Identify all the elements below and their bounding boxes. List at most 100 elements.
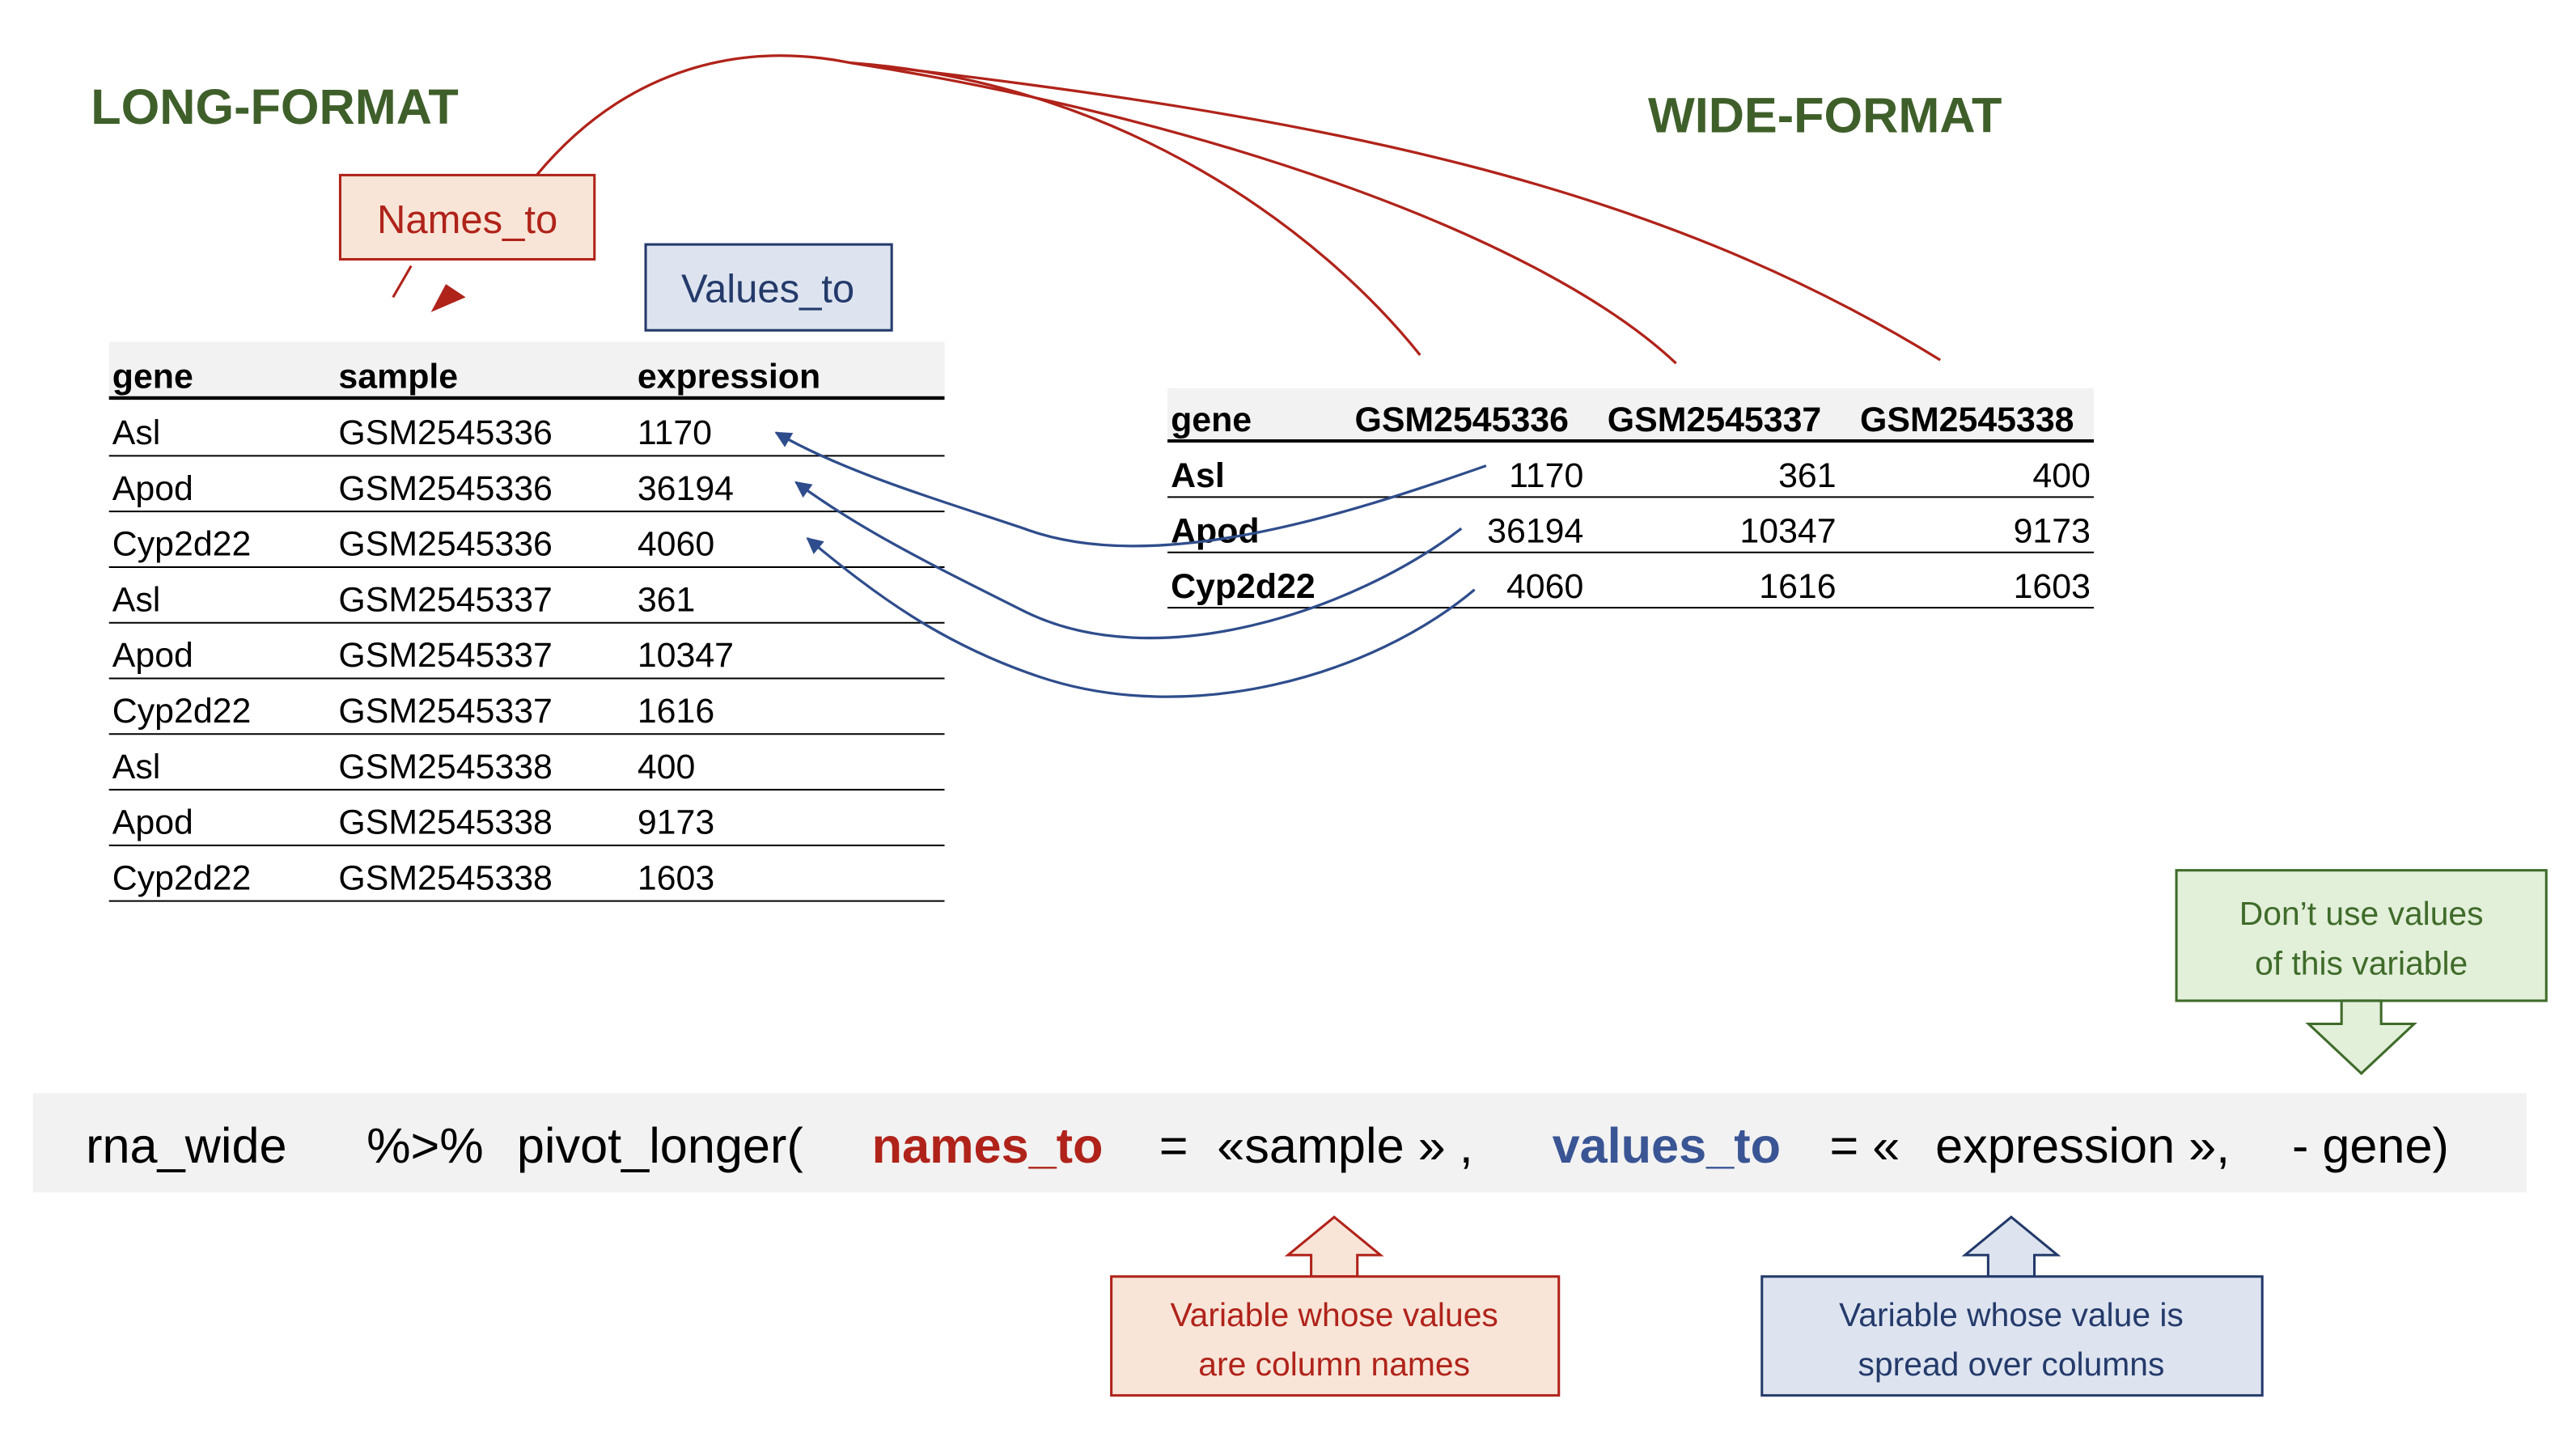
code-minus-gene: - gene) bbox=[2292, 1118, 2449, 1173]
long-cell: 10347 bbox=[638, 636, 734, 675]
long-cell: GSM2545337 bbox=[338, 580, 552, 619]
long-cell: 9173 bbox=[638, 803, 714, 842]
wide-value-cell: 4060 bbox=[1506, 567, 1583, 606]
long-header-expression: expression bbox=[638, 358, 820, 396]
blue-callout-line-1: Variable whose value is bbox=[1839, 1296, 2184, 1333]
wide-value-cell: 1170 bbox=[1509, 456, 1583, 495]
code-expression: expression », bbox=[1935, 1118, 2230, 1173]
long-cell: Apod bbox=[112, 803, 193, 842]
names-to-box bbox=[338, 173, 596, 261]
long-table-row: Apod GSM2545336 36194 bbox=[108, 469, 945, 513]
wide-gene-cell: Cyp2d22 bbox=[1171, 567, 1316, 606]
long-cell: GSM2545336 bbox=[338, 413, 552, 452]
long-table-row: Asl GSM2545337 361 bbox=[108, 580, 945, 624]
green-callout-line-2: of this variable bbox=[2255, 944, 2468, 981]
red-callout: Variable whose values are column names bbox=[1110, 1215, 1561, 1397]
wide-table-header-bg bbox=[1167, 388, 2095, 442]
values-curves bbox=[774, 431, 1487, 698]
wide-value-cell: 9173 bbox=[2014, 512, 2091, 551]
green-callout-line-1: Don’t use values bbox=[2239, 895, 2484, 932]
long-table-row: Cyp2d22 GSM2545338 1603 bbox=[108, 858, 945, 902]
curve-col-3 bbox=[849, 61, 1942, 362]
long-format-title: LONG-FORMAT bbox=[91, 79, 459, 134]
up-arrow-icon bbox=[1961, 1215, 2061, 1278]
long-cell: GSM2545338 bbox=[338, 803, 552, 842]
long-table: gene sample expression Asl GSM2545336 1170… bbox=[108, 341, 945, 902]
down-arrow-icon bbox=[2305, 999, 2417, 1075]
names-to-label: Names_to bbox=[377, 198, 557, 242]
wide-header-col-1: GSM2545336 bbox=[1354, 400, 1568, 439]
code-equals-2: = « bbox=[1829, 1118, 1900, 1173]
long-table-row: Asl GSM2545336 1170 bbox=[108, 413, 945, 457]
long-header-sample: sample bbox=[338, 358, 458, 396]
long-table-row: Cyp2d22 GSM2545337 1616 bbox=[108, 692, 945, 735]
wide-value-cell: 361 bbox=[1778, 456, 1837, 495]
long-cell: GSM2545338 bbox=[338, 748, 552, 786]
wide-value-cell: 1616 bbox=[1759, 567, 1836, 606]
curve-col-1 bbox=[850, 61, 1421, 356]
code-names-to: names_to bbox=[872, 1118, 1104, 1173]
long-cell: Cyp2d22 bbox=[112, 692, 252, 731]
long-cell: Asl bbox=[112, 580, 161, 619]
up-arrow-icon bbox=[1284, 1215, 1384, 1278]
long-table-row: Cyp2d22 GSM2545336 4060 bbox=[108, 525, 945, 568]
long-cell: Apod bbox=[112, 469, 193, 508]
wide-table-row: Asl 1170 361 400 bbox=[1167, 456, 2095, 498]
long-table-row: Apod GSM2545337 10347 bbox=[108, 636, 945, 680]
wide-table-row: Cyp2d22 4060 1616 1603 bbox=[1167, 567, 2095, 609]
long-cell: GSM2545336 bbox=[338, 469, 552, 508]
long-header-gene: gene bbox=[112, 358, 193, 396]
blue-callout: Variable whose value is spread over colu… bbox=[1760, 1215, 2264, 1397]
long-cell: Cyp2d22 bbox=[112, 858, 252, 897]
long-cell: 361 bbox=[638, 580, 696, 619]
code-pivot-longer: pivot_longer( bbox=[517, 1118, 804, 1173]
long-cell: 1616 bbox=[638, 692, 714, 731]
long-cell: 36194 bbox=[638, 469, 734, 508]
curve-value-2 bbox=[794, 481, 1463, 640]
long-cell: GSM2545337 bbox=[338, 692, 552, 731]
wide-gene-cell: Asl bbox=[1171, 456, 1225, 495]
values-to-label: Values_to bbox=[681, 268, 854, 311]
names-arrow-shaft bbox=[392, 265, 413, 299]
code-pipe: %>% bbox=[366, 1118, 484, 1173]
wide-value-cell: 400 bbox=[2032, 456, 2091, 495]
curve-value-3 bbox=[806, 537, 1476, 698]
curve-value-1 bbox=[774, 431, 1487, 548]
wide-format-title: WIDE-FORMAT bbox=[1648, 87, 2002, 142]
code-rna-wide: rna_wide bbox=[86, 1118, 286, 1173]
long-cell: 1170 bbox=[638, 413, 712, 452]
long-cell: Asl bbox=[112, 413, 161, 452]
green-callout: Don’t use values of this variable bbox=[2175, 869, 2548, 1075]
wide-value-cell: 36194 bbox=[1487, 512, 1583, 551]
curve-names-main bbox=[536, 54, 851, 176]
long-cell: Apod bbox=[112, 636, 193, 675]
long-cell: GSM2545337 bbox=[338, 636, 552, 675]
long-table-row: Apod GSM2545338 9173 bbox=[108, 803, 945, 846]
wide-header-gene: gene bbox=[1171, 400, 1252, 439]
long-cell: 1603 bbox=[638, 858, 714, 897]
names-arrow-head bbox=[430, 284, 466, 312]
long-cell: GSM2545338 bbox=[338, 858, 552, 897]
code-bar bbox=[32, 1093, 2527, 1193]
long-cell: GSM2545336 bbox=[338, 525, 552, 564]
wide-header-col-2: GSM2545337 bbox=[1608, 400, 1821, 439]
code-sample: «sample » , bbox=[1217, 1118, 1472, 1173]
red-callout-line-1: Variable whose values bbox=[1170, 1296, 1498, 1333]
red-callout-line-2: are column names bbox=[1198, 1345, 1470, 1383]
wide-table-row: Apod 36194 10347 9173 bbox=[1167, 512, 2095, 553]
wide-table: gene GSM2545336 GSM2545337 GSM2545338 As… bbox=[1167, 388, 2095, 609]
long-table-row: Asl GSM2545338 400 bbox=[108, 748, 945, 791]
code-equals: = bbox=[1159, 1118, 1188, 1173]
names-curves bbox=[536, 54, 1942, 365]
long-cell: 4060 bbox=[638, 525, 714, 564]
long-cell: Asl bbox=[112, 748, 161, 786]
wide-value-cell: 10347 bbox=[1739, 512, 1836, 551]
long-table-header-bg bbox=[108, 341, 945, 398]
blue-callout-line-2: spread over columns bbox=[1858, 1345, 2165, 1383]
long-cell: 400 bbox=[638, 748, 696, 786]
wide-header-col-3: GSM2545338 bbox=[1860, 400, 2074, 439]
curve-col-2 bbox=[849, 61, 1677, 365]
code-line: rna_wide %>% pivot_longer( names_to = «s… bbox=[86, 1118, 2449, 1173]
values-to-box bbox=[644, 243, 893, 332]
